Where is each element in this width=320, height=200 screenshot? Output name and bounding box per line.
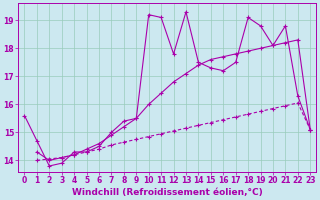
X-axis label: Windchill (Refroidissement éolien,°C): Windchill (Refroidissement éolien,°C) [72,188,263,197]
